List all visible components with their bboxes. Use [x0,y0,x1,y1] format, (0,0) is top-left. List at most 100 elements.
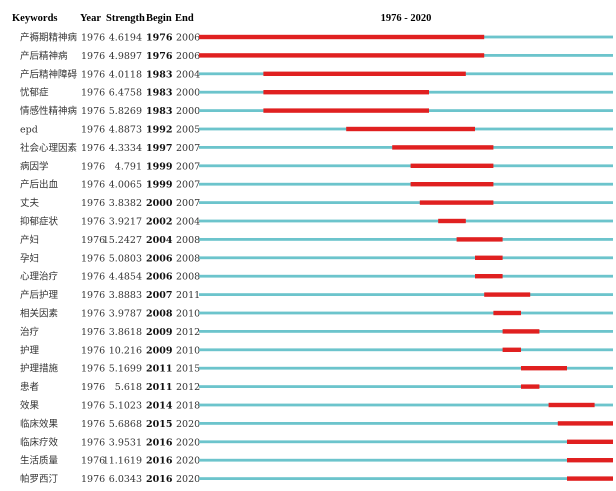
begin-value: 1983 [146,69,172,80]
year-value: 1976 [81,290,105,301]
keyword-label: epd [20,125,38,136]
year-value: 1976 [81,69,105,80]
begin-value: 2008 [146,309,173,320]
header-strength: Strength [106,13,145,24]
end-value: 2004 [176,217,200,228]
timeline-bar [199,238,613,241]
strength-value: 5.6868 [109,419,142,430]
timeline-bar [199,440,613,444]
begin-value: 1983 [146,106,172,117]
strength-value: 15.2427 [103,235,142,246]
begin-value: 2006 [146,253,173,264]
year-value: 1976 [81,88,105,99]
timeline-bar [199,219,613,223]
begin-value: 2000 [146,198,173,209]
begin-value: 2004 [146,235,173,246]
year-value: 1976 [81,125,105,136]
keyword-label: 临床效果 [20,418,59,430]
begin-value: 1997 [146,143,172,154]
timeline-bar [199,274,613,278]
begin-value: 2006 [146,272,173,283]
year-value: 1976 [81,272,105,283]
strength-value: 3.8382 [109,198,142,209]
strength-value: 3.9217 [109,217,142,228]
end-value: 2011 [176,290,200,301]
begin-value: 2002 [146,217,172,228]
year-value: 1976 [81,382,105,393]
burst-segment [392,145,494,150]
year-value: 1976 [81,456,105,467]
end-value: 2012 [176,327,200,338]
begin-value: 2016 [146,474,173,485]
end-value: 2000 [176,88,200,99]
header-end: End [175,13,194,24]
burst-segment [502,329,540,334]
burst-segment [419,200,494,205]
keyword-label: 情感性精神病 [20,105,78,117]
year-value: 1976 [81,309,105,320]
burst-segment [410,163,494,168]
burst-segment [475,274,503,279]
keyword-label: 丈夫 [20,197,40,209]
header-year: Year [80,13,101,24]
timeline-bar [199,201,613,204]
burst-segment [263,90,429,95]
keyword-label: 抑郁症状 [20,216,59,228]
begin-value: 2016 [146,437,173,448]
timeline-bar [199,403,613,407]
end-value: 2020 [176,437,200,448]
timeline-bar [199,293,613,296]
end-value: 2020 [176,474,200,485]
year-value: 1976 [81,253,105,264]
end-value: 2007 [176,161,200,172]
burst-segment [548,402,595,408]
strength-value: 4.0118 [109,69,142,80]
burst-segment [484,292,531,297]
keyword-label: 病因学 [20,160,49,172]
keyword-label: 产后精神病 [20,50,68,62]
begin-value: 1983 [146,88,172,99]
timeline-bar [199,348,613,352]
keyword-label: 护理 [20,344,40,356]
keyword-label: 产后精神障碍 [20,68,78,80]
year-value: 1976 [81,474,105,485]
strength-value: 4.0065 [109,180,142,191]
timeline-bar [199,422,613,425]
keyword-label: 心理治疗 [20,271,59,283]
keyword-label: 孕妇 [20,252,39,264]
strength-value: 4.6194 [109,33,142,44]
keyword-label: 临床疗效 [20,436,59,448]
keyword-label: 效果 [20,400,40,412]
header-begin: Begin [146,13,172,24]
strength-value: 3.8618 [109,327,142,338]
end-value: 2005 [176,125,200,136]
header-row: Keywords Year Strength Begin End 1976 - … [12,13,431,24]
header-keywords: Keywords [12,13,58,24]
keyword-label: 护理措施 [20,363,59,375]
keyword-label: 患者 [20,381,39,393]
burst-segment [438,218,466,224]
begin-value: 2009 [146,345,173,356]
end-value: 2020 [176,419,200,430]
burst-segment [521,366,567,371]
timeline-bar [199,256,613,260]
strength-value: 5.0803 [109,253,142,264]
keyword-label: 相关因素 [20,308,59,320]
end-value: 2010 [176,309,200,320]
year-value: 1976 [81,180,105,191]
end-value: 2006 [176,33,200,44]
year-value: 1976 [81,51,105,62]
begin-value: 2011 [146,382,172,393]
year-value: 1976 [81,419,105,430]
end-value: 2020 [176,456,200,467]
burst-segment [199,53,485,58]
timeline-bar [199,311,613,315]
keyword-label: 帕罗西汀 [20,473,59,485]
end-value: 2008 [176,253,200,264]
begin-value: 2016 [146,456,173,467]
burst-segment [263,108,429,113]
end-value: 2004 [176,69,200,80]
header-time-range: 1976 - 2020 [381,13,432,24]
